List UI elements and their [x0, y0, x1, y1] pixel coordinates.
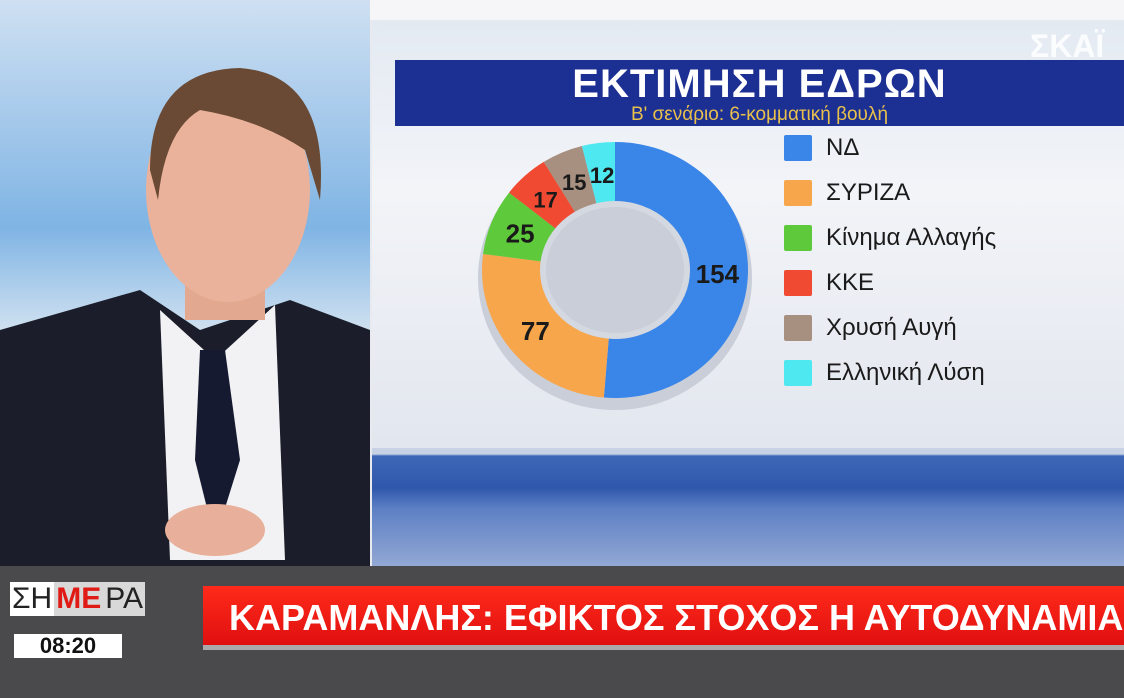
- chart-subtitle: Β' σενάριο: 6-κομματική βουλή: [630, 104, 889, 125]
- lower-third: ΣΗ ΜΕ ΡΑ 08:20 ΚΑΡΑΜΑΝΛΗΣ: ΕΦΙΚΤΟΣ ΣΤΟΧΟ…: [0, 566, 1124, 698]
- legend-label: Κίνημα Αλλαγής: [826, 224, 997, 251]
- slice-5: [581, 142, 615, 207]
- data-label: 25: [506, 218, 535, 248]
- show-logo-part: ΣΗ: [12, 582, 53, 615]
- legend-label: ΚΚΕ: [826, 269, 875, 296]
- legend-item: ΚΚΕ: [784, 269, 874, 297]
- clock: 08:20: [14, 634, 122, 658]
- show-logo-part: ΡΑ: [103, 582, 146, 616]
- legend-swatch: [784, 180, 812, 206]
- legend-swatch: [784, 225, 812, 251]
- legend-swatch: [784, 270, 812, 296]
- legend-item: ΣΥΡΙΖΑ: [784, 179, 910, 207]
- legend-label: Χρυσή Αυγή: [826, 314, 957, 341]
- studio-video: [0, 0, 370, 570]
- data-label: 15: [562, 170, 586, 195]
- legend-label: ΣΥΡΙΖΑ: [826, 179, 911, 206]
- legend-item: Κίνημα Αλλαγής: [784, 224, 996, 252]
- slice-2: [483, 192, 558, 262]
- channel-logo: ΣΚΑΪ: [1030, 28, 1105, 64]
- slice-4: [543, 146, 598, 215]
- legend-item: ΝΔ: [784, 134, 859, 162]
- headline-ticker: ΚΑΡΑΜΑΝΛΗΣ: ΕΦΙΚΤΟΣ ΣΤΟΧΟΣ Η ΑΥΤΟΔΥΝΑΜΙΑ: [203, 586, 1124, 650]
- chart-title-bar: ΕΚΤΙΜΗΣΗ ΕΔΡΩΝ Β' σενάριο: 6-κομματική β…: [395, 60, 1124, 126]
- data-label: 12: [590, 163, 614, 188]
- legend-item: Χρυσή Αυγή: [784, 314, 957, 342]
- show-logo-part: ΜΕ: [54, 582, 104, 616]
- slice-1: [482, 253, 609, 398]
- legend-swatch: [784, 315, 812, 341]
- chart-title: ΕΚΤΙΜΗΣΗ ΕΔΡΩΝ: [572, 62, 947, 106]
- legend-swatch: [784, 360, 812, 386]
- show-logo: ΣΗ ΜΕ ΡΑ: [10, 582, 146, 616]
- data-label: 154: [696, 259, 740, 289]
- data-label: 17: [533, 188, 557, 213]
- data-label: 77: [521, 316, 550, 346]
- presenter-figure: [0, 68, 370, 570]
- legend-label: Ελληνική Λύση: [826, 359, 985, 386]
- legend-label: ΝΔ: [826, 134, 860, 161]
- blue-band: [372, 448, 1124, 566]
- legend-item: Ελληνική Λύση: [784, 359, 985, 387]
- donut-hole: [540, 201, 690, 339]
- legend-swatch: [784, 135, 812, 161]
- slice-3: [509, 161, 577, 231]
